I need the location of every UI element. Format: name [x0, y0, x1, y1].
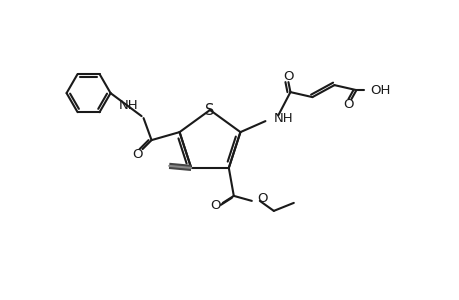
Text: OH: OH [369, 84, 390, 97]
Text: O: O [132, 148, 142, 160]
Text: O: O [210, 200, 221, 212]
Text: S: S [205, 103, 214, 118]
Text: O: O [256, 192, 267, 206]
Text: NH: NH [273, 112, 292, 124]
Text: O: O [283, 70, 293, 83]
Text: O: O [342, 98, 353, 111]
Text: NH: NH [119, 99, 138, 112]
